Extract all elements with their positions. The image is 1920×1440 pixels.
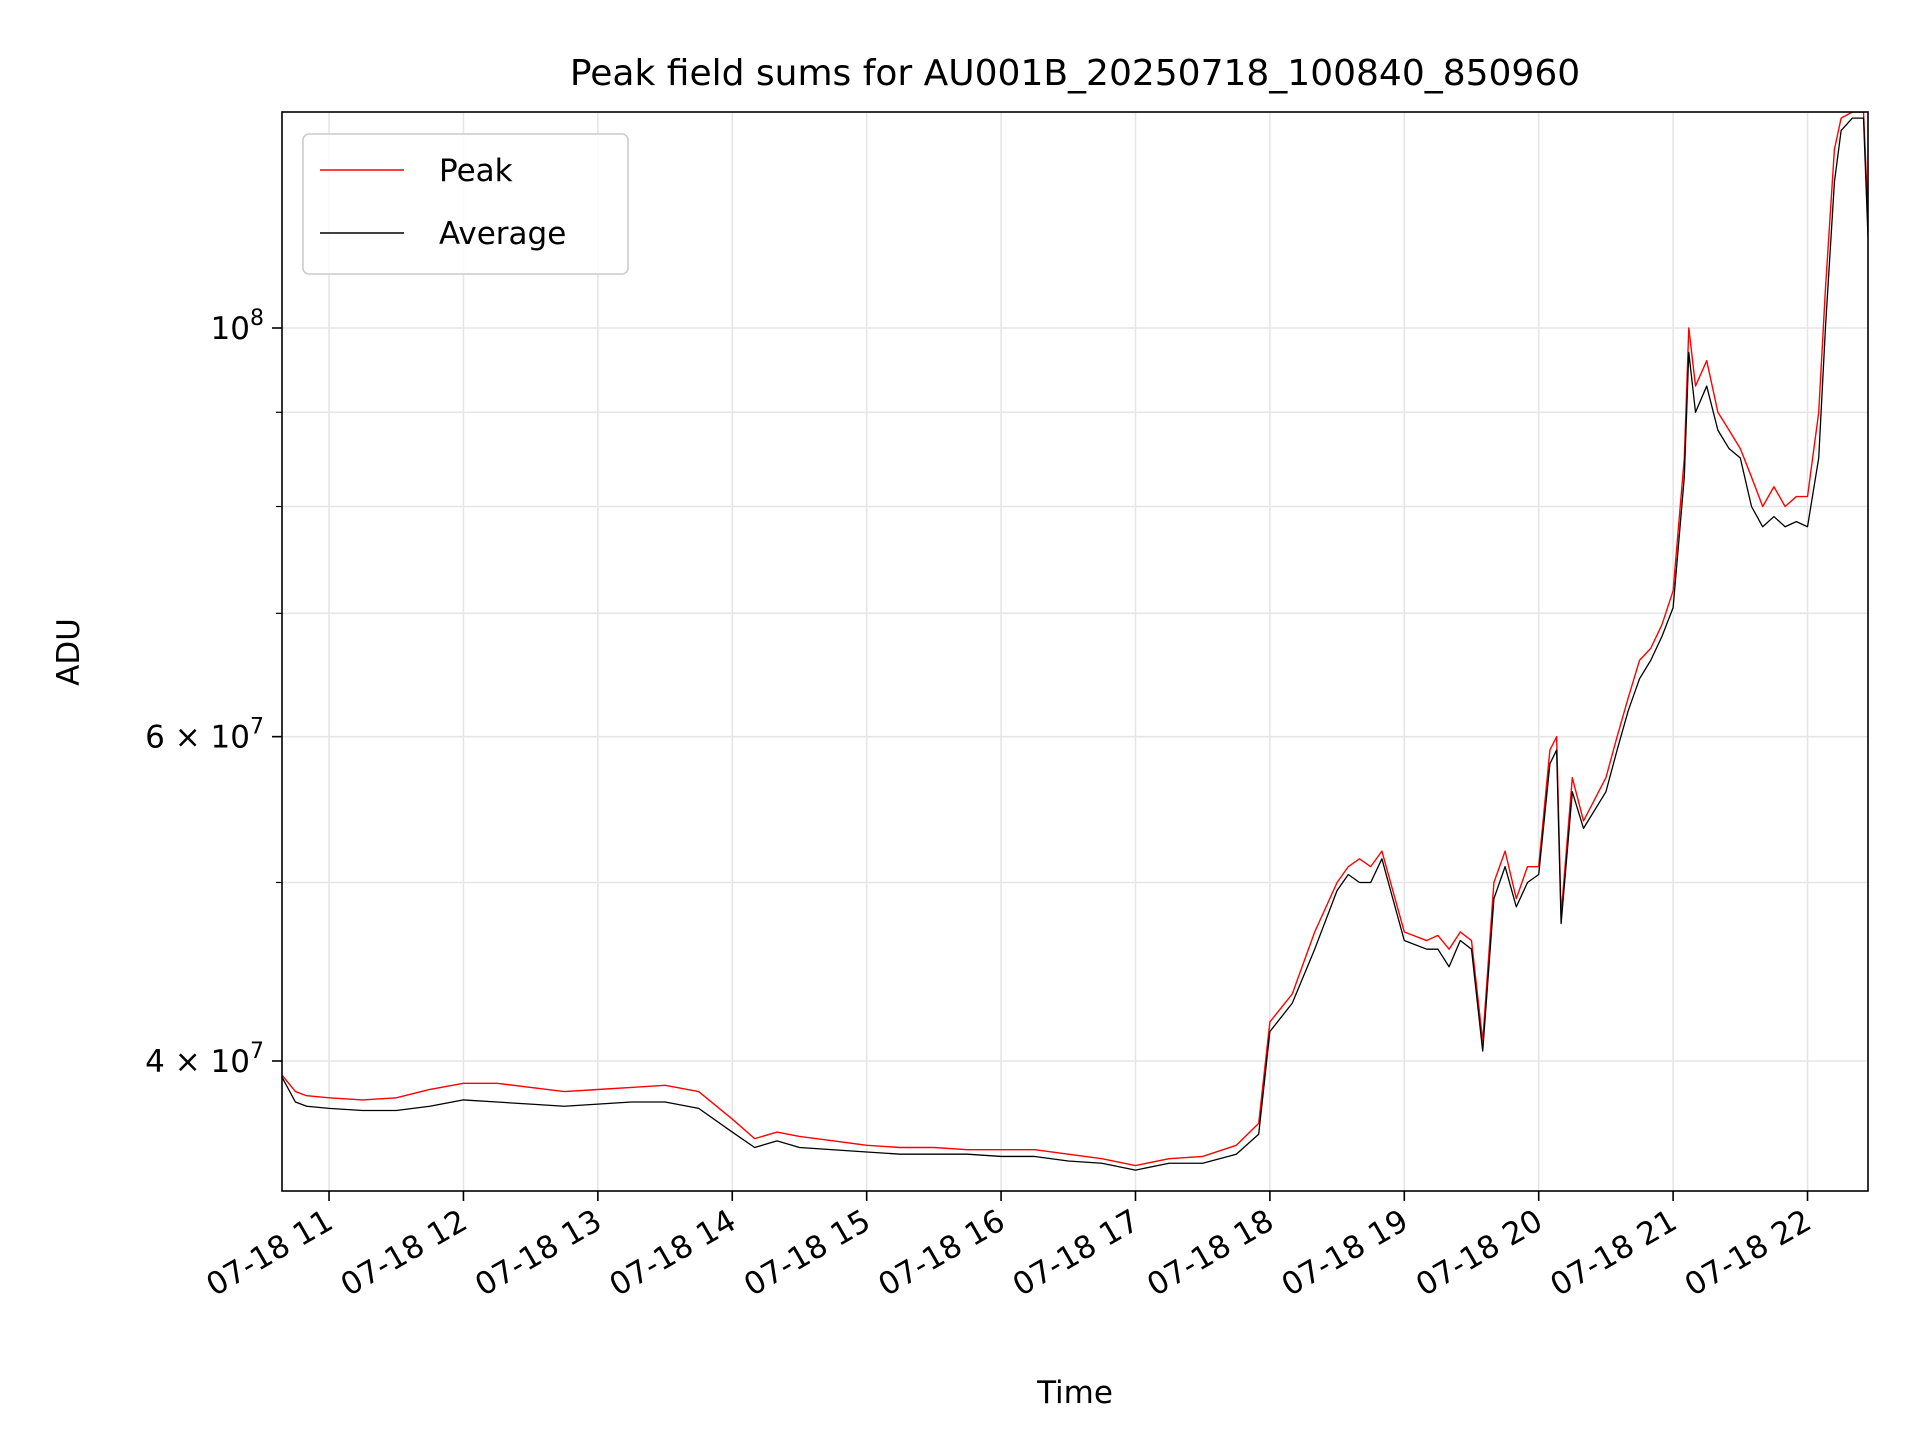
grid	[282, 112, 1868, 1191]
x-axis-label: Time	[1036, 1375, 1113, 1411]
plot-frame	[281, 111, 1869, 1192]
y-tick-label: 108	[211, 306, 264, 347]
y-tick-label: 4 × 107	[145, 1039, 264, 1080]
y-tick-labels: 4 × 107 6 × 107 108	[145, 306, 264, 1080]
series-line-peak	[282, 112, 1868, 1167]
series-line-average	[282, 117, 1868, 1171]
y-tick-label: 6 × 107	[145, 715, 264, 756]
legend-box	[302, 133, 629, 275]
legend-label-peak: Peak	[439, 153, 513, 189]
legend: Peak Average	[302, 133, 629, 275]
y-axis-label: ADU	[51, 618, 87, 686]
plot-series	[282, 112, 1868, 1171]
chart-title: Peak field sums for AU001B_20250718_1008…	[570, 53, 1580, 94]
legend-label-average: Average	[439, 216, 566, 252]
axis-ticks	[272, 327, 1809, 1201]
